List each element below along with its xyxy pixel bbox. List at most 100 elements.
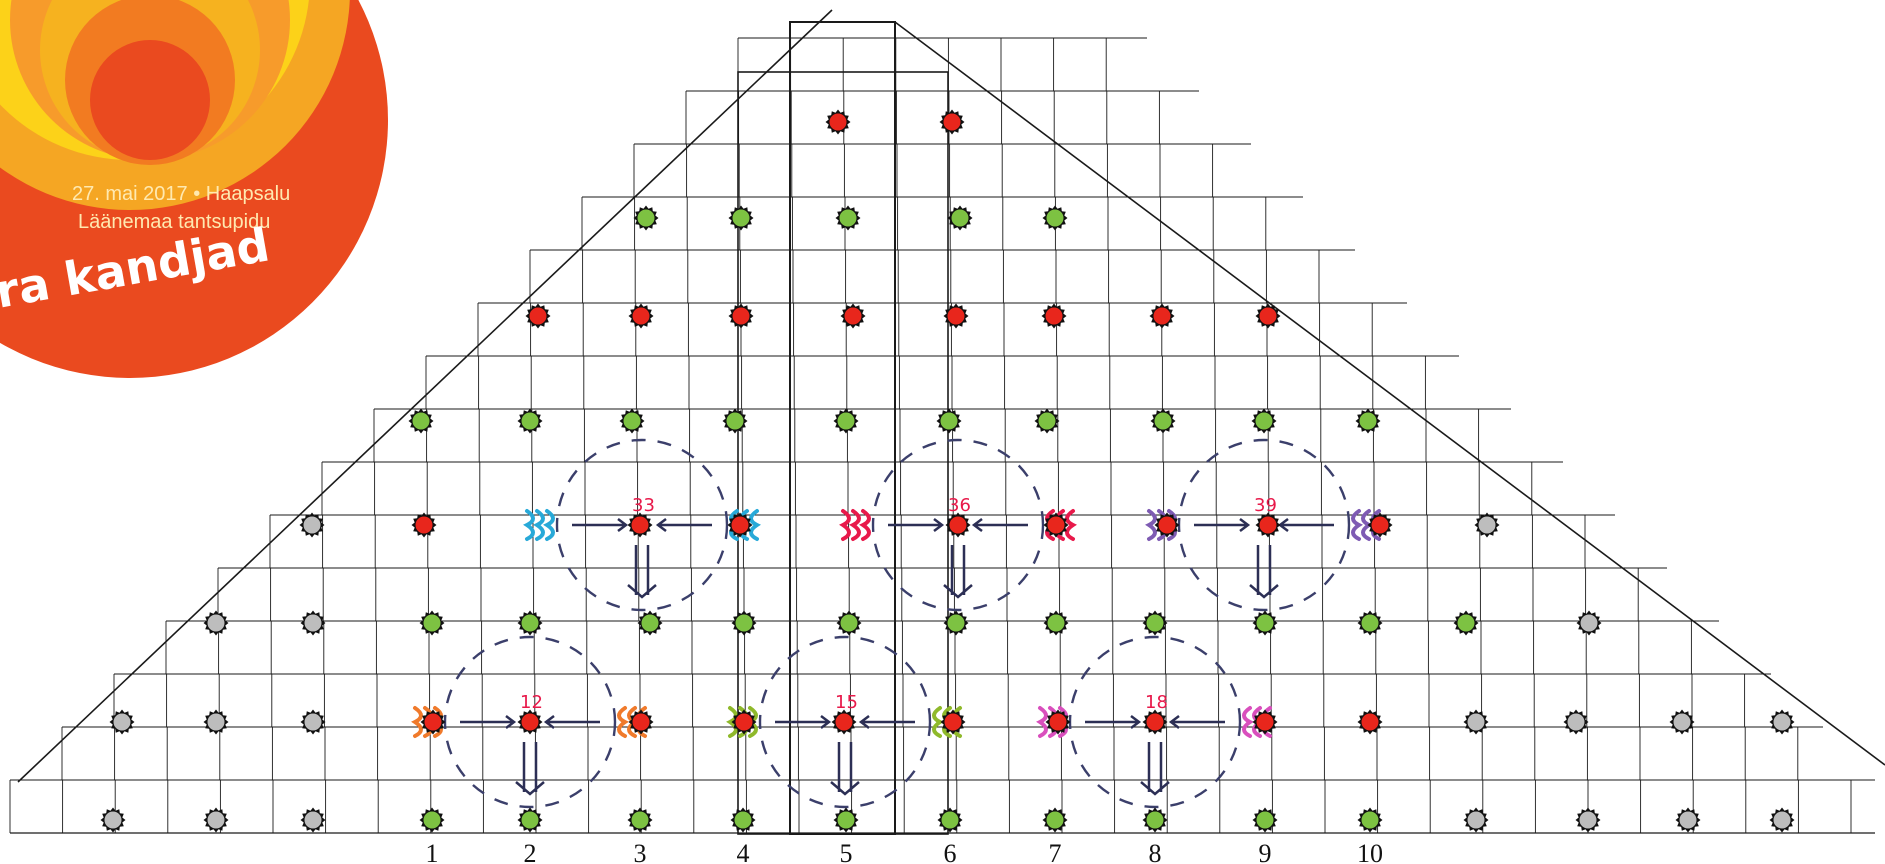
group-number: 39 <box>1254 495 1277 516</box>
dancer-marker <box>939 109 965 135</box>
group-15: 15 <box>726 635 964 809</box>
dancer-marker <box>731 610 757 636</box>
dancer-marker <box>1357 610 1383 636</box>
arrow-left <box>543 715 600 729</box>
dancer-marker <box>1367 512 1393 538</box>
dancer-marker <box>945 512 971 538</box>
dancer-marker <box>825 109 851 135</box>
logo-ring-5 <box>90 40 210 160</box>
dancer-marker <box>1769 709 1795 735</box>
dancer-marker <box>300 610 326 636</box>
column-number: 10 <box>1357 839 1383 864</box>
dancer-marker <box>1252 709 1278 735</box>
arrow-down <box>1249 545 1279 599</box>
arrow-down <box>515 742 545 796</box>
dancer-marker <box>1252 807 1278 833</box>
column-number: 5 <box>840 839 853 864</box>
arrow-left <box>655 518 712 532</box>
dancer-marker <box>1042 807 1068 833</box>
dancer-marker <box>1154 512 1180 538</box>
dancer-marker <box>840 303 866 329</box>
dancer-bracket-right <box>1351 509 1363 541</box>
dancer-marker <box>1769 807 1795 833</box>
dancer-marker <box>1575 807 1601 833</box>
dancer-bracket-left <box>411 706 423 738</box>
column-number: 3 <box>634 839 647 864</box>
arrow-right <box>888 518 945 532</box>
arrow-left <box>1277 518 1334 532</box>
dancer-marker <box>943 303 969 329</box>
dancer-bracket-left <box>849 509 861 541</box>
group-circles: 33 36 39 12 15 18 <box>411 438 1383 809</box>
dancer-marker <box>1675 807 1701 833</box>
arrow-down <box>830 742 860 796</box>
dancer-marker <box>936 408 962 434</box>
dancer-marker <box>419 610 445 636</box>
dancer-marker <box>1576 610 1602 636</box>
rotation-circle <box>555 438 729 612</box>
arrow-left <box>858 715 915 729</box>
dancer-marker <box>517 709 543 735</box>
group-number: 18 <box>1145 692 1168 713</box>
dancer-marker <box>835 205 861 231</box>
dancer-marker <box>1474 512 1500 538</box>
dancer-marker <box>408 408 434 434</box>
group-number: 33 <box>632 495 655 516</box>
dancer-bracket-left <box>1145 509 1157 541</box>
dancer-marker <box>940 709 966 735</box>
arrow-down <box>627 545 657 599</box>
dancer-marker <box>1034 408 1060 434</box>
dancer-marker <box>203 709 229 735</box>
dancer-marker <box>203 807 229 833</box>
triangle-right-edge <box>894 21 1885 766</box>
arrow-right <box>1194 518 1251 532</box>
dancer-marker <box>831 709 857 735</box>
column-number: 9 <box>1259 839 1272 864</box>
group-number: 36 <box>948 495 971 516</box>
dancer-marker <box>1357 807 1383 833</box>
column-number: 6 <box>944 839 957 864</box>
dancer-marker <box>420 709 446 735</box>
dancer-marker <box>836 610 862 636</box>
dancer-marker <box>1251 408 1277 434</box>
dancer-marker <box>1453 610 1479 636</box>
dancer-marker <box>637 610 663 636</box>
dancer-marker <box>1041 303 1067 329</box>
dancer-marker <box>1463 709 1489 735</box>
triangle-left-edge <box>17 9 833 783</box>
rotation-circle <box>758 635 932 809</box>
dancer-marker <box>1357 709 1383 735</box>
dancer-bracket-left <box>726 706 738 738</box>
column-number: 2 <box>524 839 537 864</box>
dancer-marker <box>300 807 326 833</box>
dancer-marker <box>525 303 551 329</box>
dancer-bracket-left <box>839 509 851 541</box>
dancer-marker <box>1255 303 1281 329</box>
dancer-marker <box>627 512 653 538</box>
group-number: 15 <box>835 692 858 713</box>
dancer-marker <box>299 512 325 538</box>
rotation-circle <box>871 438 1045 612</box>
column-number: 4 <box>737 839 750 864</box>
dancer-marker <box>937 807 963 833</box>
dancer-marker <box>627 807 653 833</box>
dancer-marker <box>1142 807 1168 833</box>
dancer-bracket-left <box>543 509 555 541</box>
dancer-marker <box>628 303 654 329</box>
dancer-marker <box>1043 610 1069 636</box>
dancer-bracket-left <box>523 509 535 541</box>
dancer-marker <box>1563 709 1589 735</box>
dancer-marker <box>633 205 659 231</box>
dancer-marker <box>833 408 859 434</box>
arrow-right <box>572 518 629 532</box>
dancer-marker <box>1045 709 1071 735</box>
dancer-marker <box>1150 408 1176 434</box>
group-36: 36 <box>839 438 1077 612</box>
dancer-marker <box>1463 807 1489 833</box>
dancer-marker <box>517 807 543 833</box>
dancer-marker <box>1042 205 1068 231</box>
dancer-marker <box>1043 512 1069 538</box>
arrow-right <box>775 715 832 729</box>
arrow-down <box>1140 742 1170 796</box>
